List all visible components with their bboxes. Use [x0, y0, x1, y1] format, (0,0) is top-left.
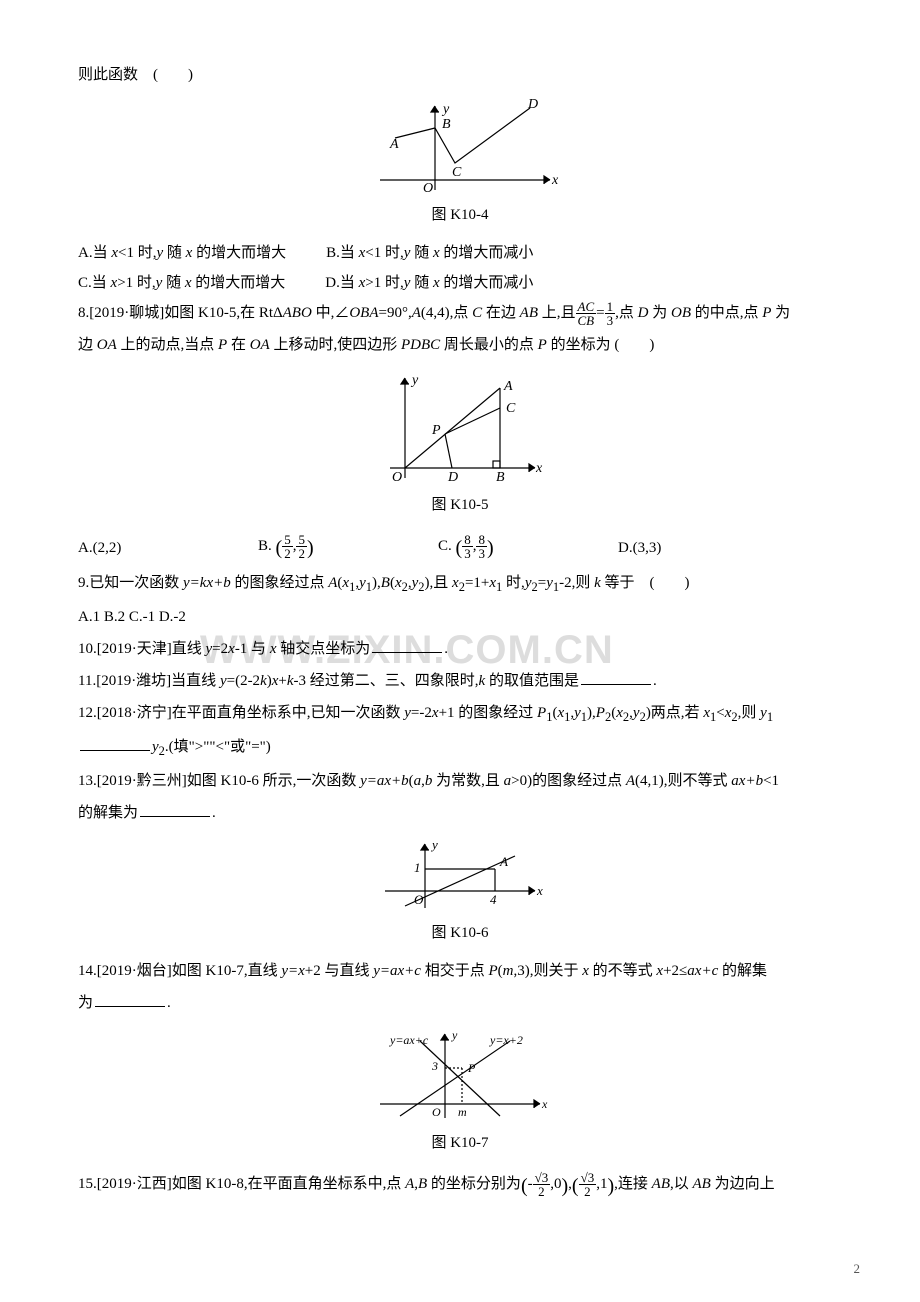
q7-opt-D: D.当 x>1 时,y 随 x 的增大而减小: [325, 268, 533, 298]
q10: 10.[2019·天津]直线 y=2x-1 与 x 轴交点坐标为.: [78, 634, 842, 664]
svg-text:y=ax+c: y=ax+c: [389, 1033, 429, 1047]
q9-options: A.1 B.2 C.-1 D.-2: [78, 602, 842, 632]
svg-text:x: x: [536, 883, 543, 898]
page-content: 则此函数 ( ) y x O A B C D 图 K10-4 A.当 x<1: [78, 60, 842, 1206]
q8-opt-B: B. (52,52): [258, 528, 398, 568]
svg-text:O: O: [392, 470, 402, 485]
q7-opt-C: C.当 x>1 时,y 随 x 的增大而增大: [78, 268, 285, 298]
pt-B: B: [442, 117, 451, 132]
q12-line1: 12.[2018·济宁]在平面直角坐标系中,已知一次函数 y=-2x+1 的图象…: [78, 698, 842, 730]
pt-D: D: [527, 98, 538, 112]
q14-line1: 14.[2019·烟台]如图 K10-7,直线 y=x+2 与直线 y=ax+c…: [78, 956, 842, 986]
q8-figure-caption: 图 K10-5: [78, 490, 842, 520]
svg-text:C: C: [506, 401, 516, 416]
q7-options-2: C.当 x>1 时,y 随 x 的增大而增大 D.当 x>1 时,y 随 x 的…: [78, 268, 842, 298]
q9-text: 9.已知一次函数 y=kx+b 的图象经过点 A(x1,y1),B(x2,y2)…: [78, 568, 842, 600]
q8-figure: y x O A B C D P 图 K10-5: [78, 368, 842, 520]
q7-intro: 则此函数 ( ): [78, 60, 842, 90]
q8-opt-D: D.(3,3): [618, 533, 661, 563]
figure-k10-6-svg: y x O 1 4 A: [370, 836, 550, 916]
q14-line2: 为.: [78, 988, 842, 1018]
q13-figure-caption: 图 K10-6: [78, 918, 842, 948]
figure-k10-4-svg: y x O A B C D: [350, 98, 570, 198]
svg-text:P: P: [431, 423, 441, 438]
svg-text:A: A: [499, 854, 508, 869]
svg-text:x: x: [551, 173, 559, 188]
q11-blank: [581, 670, 651, 685]
svg-text:x: x: [541, 1097, 548, 1111]
pt-C: C: [452, 165, 462, 180]
q13-blank: [140, 802, 210, 817]
q14-figure-caption: 图 K10-7: [78, 1128, 842, 1158]
svg-text:y: y: [430, 837, 438, 852]
svg-text:y=x+2: y=x+2: [489, 1033, 523, 1047]
svg-text:O: O: [423, 181, 433, 196]
q7-opt-B: B.当 x<1 时,y 随 x 的增大而减小: [326, 238, 533, 268]
q8-text: 8.[2019·聊城]如图 K10-5,在 RtΔABO 中,∠OBA=90°,…: [78, 298, 842, 328]
q8-text-2: 边 OA 上的动点,当点 P 在 OA 上移动时,使四边形 PDBC 周长最小的…: [78, 330, 842, 360]
pt-A: A: [389, 137, 399, 152]
svg-text:D: D: [447, 470, 458, 485]
page-number: 2: [854, 1256, 861, 1282]
q7-figure: y x O A B C D 图 K10-4: [78, 98, 842, 230]
q10-blank: [372, 638, 442, 653]
svg-text:x: x: [535, 461, 543, 476]
svg-text:y: y: [410, 373, 419, 388]
q11: 11.[2019·潍坊]当直线 y=(2-2k)x+k-3 经过第二、三、四象限…: [78, 666, 842, 696]
q15-text: 15.[2019·江西]如图 K10-8,在平面直角坐标系中,点 A,B 的坐标…: [78, 1166, 842, 1206]
q7-options: A.当 x<1 时,y 随 x 的增大而增大 B.当 x<1 时,y 随 x 的…: [78, 238, 842, 268]
q14-figure: y x O y=ax+c y=x+2 3 P m 图 K10-7: [78, 1026, 842, 1158]
q13-figure: y x O 1 4 A 图 K10-6: [78, 836, 842, 948]
q8-opt-C: C. (83,83): [438, 528, 578, 568]
svg-text:1: 1: [414, 860, 421, 875]
q7-figure-caption: 图 K10-4: [78, 200, 842, 230]
svg-text:A: A: [503, 379, 513, 394]
q13-line2: 的解集为.: [78, 798, 842, 828]
svg-text:y: y: [441, 102, 450, 117]
figure-k10-5-svg: y x O A B C D P: [370, 368, 550, 488]
q14-blank: [95, 992, 165, 1007]
svg-text:B: B: [496, 470, 505, 485]
figure-k10-7-svg: y x O y=ax+c y=x+2 3 P m: [360, 1026, 560, 1126]
svg-text:O: O: [414, 892, 424, 907]
svg-text:y: y: [451, 1028, 458, 1042]
svg-text:m: m: [458, 1105, 467, 1119]
svg-text:P: P: [467, 1061, 476, 1075]
q7-opt-A: A.当 x<1 时,y 随 x 的增大而增大: [78, 238, 286, 268]
q12-blank: [80, 736, 150, 751]
svg-text:O: O: [432, 1105, 441, 1119]
q8-opt-A: A.(2,2): [78, 533, 218, 563]
svg-text:4: 4: [490, 892, 497, 907]
q8-options: A.(2,2) B. (52,52) C. (83,83) D.(3,3): [78, 528, 842, 568]
svg-text:3: 3: [431, 1059, 438, 1073]
q13-line1: 13.[2019·黔三州]如图 K10-6 所示,一次函数 y=ax+b(a,b…: [78, 766, 842, 796]
q12-line2: y2.(填">""<"或"="): [78, 732, 842, 764]
